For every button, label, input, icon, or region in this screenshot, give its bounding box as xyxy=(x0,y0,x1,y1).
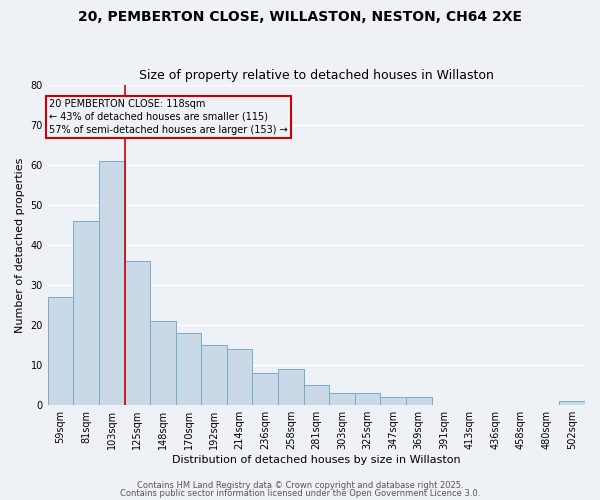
Text: 20, PEMBERTON CLOSE, WILLASTON, NESTON, CH64 2XE: 20, PEMBERTON CLOSE, WILLASTON, NESTON, … xyxy=(78,10,522,24)
Bar xyxy=(99,160,125,405)
Bar xyxy=(227,349,253,405)
Bar xyxy=(48,297,73,405)
Bar xyxy=(380,397,406,405)
Text: Contains HM Land Registry data © Crown copyright and database right 2025.: Contains HM Land Registry data © Crown c… xyxy=(137,481,463,490)
Bar xyxy=(355,393,380,405)
Bar xyxy=(304,385,329,405)
Text: 20 PEMBERTON CLOSE: 118sqm
← 43% of detached houses are smaller (115)
57% of sem: 20 PEMBERTON CLOSE: 118sqm ← 43% of deta… xyxy=(49,98,288,135)
Bar xyxy=(176,333,201,405)
Bar xyxy=(73,221,99,405)
Bar xyxy=(125,261,150,405)
Bar xyxy=(329,393,355,405)
Bar xyxy=(278,369,304,405)
Text: Contains public sector information licensed under the Open Government Licence 3.: Contains public sector information licen… xyxy=(120,488,480,498)
X-axis label: Distribution of detached houses by size in Willaston: Distribution of detached houses by size … xyxy=(172,455,461,465)
Bar xyxy=(150,321,176,405)
Title: Size of property relative to detached houses in Willaston: Size of property relative to detached ho… xyxy=(139,69,494,82)
Bar xyxy=(406,397,431,405)
Bar xyxy=(253,373,278,405)
Bar xyxy=(559,401,585,405)
Bar xyxy=(201,345,227,405)
Y-axis label: Number of detached properties: Number of detached properties xyxy=(15,157,25,332)
